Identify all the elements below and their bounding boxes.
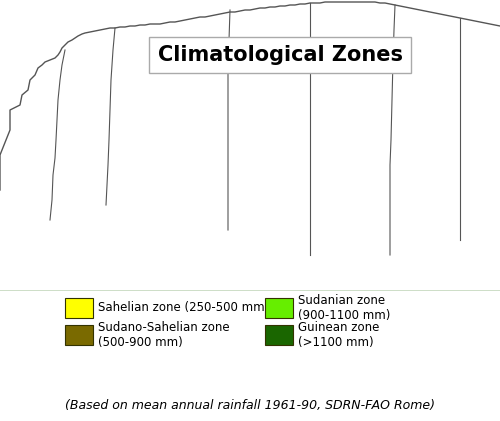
Text: Guinean zone
(>1100 mm): Guinean zone (>1100 mm) — [298, 321, 380, 349]
Bar — [265, 325, 293, 345]
Text: Sudanian zone
(900-1100 mm): Sudanian zone (900-1100 mm) — [298, 294, 390, 322]
Bar — [65, 298, 93, 318]
Polygon shape — [0, 199, 500, 279]
Bar — [65, 325, 93, 345]
Polygon shape — [0, 2, 500, 290]
Polygon shape — [0, 167, 500, 223]
Bar — [265, 298, 293, 318]
Polygon shape — [0, 240, 500, 290]
Text: Sudano-Sahelian zone
(500-900 mm): Sudano-Sahelian zone (500-900 mm) — [98, 321, 230, 349]
Polygon shape — [0, 146, 500, 186]
Text: Sahelian zone (250-500 mm): Sahelian zone (250-500 mm) — [98, 301, 269, 314]
Text: Climatological Zones: Climatological Zones — [158, 45, 402, 65]
Text: (Based on mean annual rainfall 1961-90, SDRN-FAO Rome): (Based on mean annual rainfall 1961-90, … — [65, 399, 435, 411]
